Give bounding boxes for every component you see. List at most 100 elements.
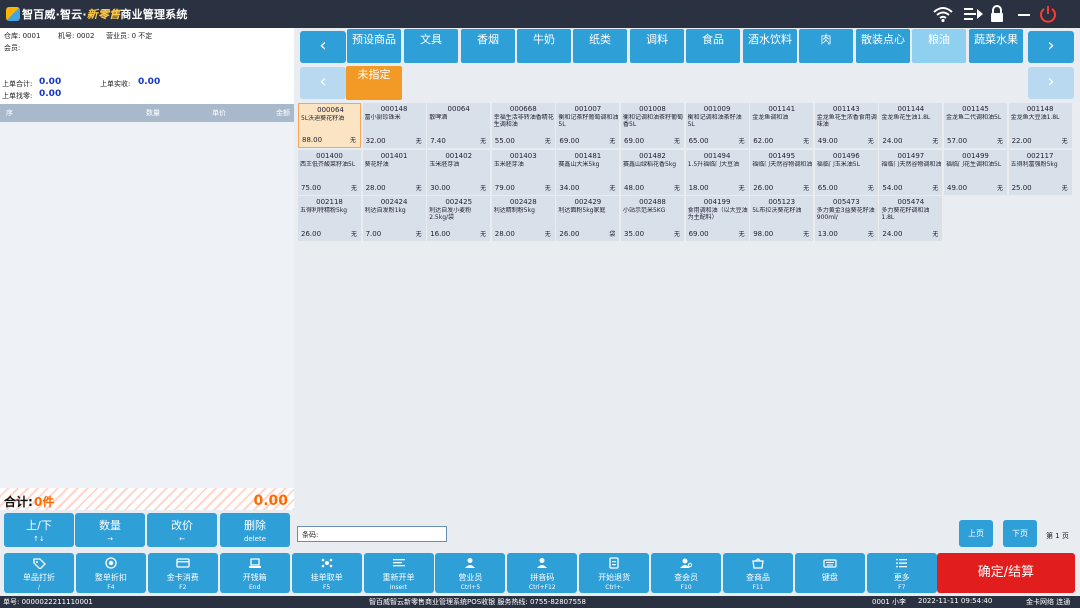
product-price: 35.00: [624, 230, 645, 238]
last-change-label: 上单找零:: [2, 92, 33, 100]
prev-page-button[interactable]: 上页: [959, 520, 993, 547]
function-button[interactable]: 开钱箱 End: [219, 553, 290, 593]
product-tile[interactable]: 002118 五得利特精粉5kg 26.00 无: [298, 196, 361, 241]
change-price-button[interactable]: 改价 ←: [147, 513, 217, 547]
category-tab[interactable]: 食品: [686, 29, 740, 63]
minimize-icon[interactable]: [1018, 5, 1030, 23]
function-button[interactable]: 更多 F7: [866, 553, 937, 593]
product-tile[interactable]: 001145 金龙鱼二代调和油5L 57.00 无: [944, 103, 1007, 148]
product-tile[interactable]: 001400 西王低芥酸菜籽油5L 75.00 无: [298, 149, 361, 195]
member-icon: [680, 558, 693, 568]
subcategory-prev-button[interactable]: ‹: [300, 67, 346, 99]
product-tile[interactable]: 001148 金龙鱼大豆油1.8L 22.00 无: [1008, 103, 1072, 148]
product-tile[interactable]: 001494 1.5升福临门大豆油 18.00 无: [685, 149, 749, 195]
move-up-down-button[interactable]: 上/下 ↑↓: [4, 513, 74, 547]
category-tab[interactable]: 蔬菜水果: [969, 29, 1023, 63]
member-label: 会员:: [4, 44, 21, 52]
product-tile[interactable]: 002425 利达自发小麦粉2.5kg/袋 16.00 无: [427, 196, 491, 241]
product-name: 1.5升福临门大豆油: [687, 160, 740, 168]
cart-list[interactable]: [0, 122, 294, 488]
product-tile[interactable]: 005123 5L布拉沃葵花籽油 98.00 无: [750, 196, 814, 241]
product-tile[interactable]: 001481 赛鑫山大米5kg 34.00 无: [556, 149, 620, 195]
function-button[interactable]: 键盘: [794, 553, 865, 593]
category-prev-button[interactable]: ‹: [300, 31, 346, 63]
product-tile[interactable]: 001497 福临门天然谷物调和油 54.00 无: [879, 149, 943, 195]
product-code: 00064: [447, 105, 470, 113]
company-hotline: 智百威智云新零售商业管理系统POS收银 服务热线: 0755-82807558: [369, 598, 586, 606]
function-button-label: 开始退货: [598, 573, 631, 582]
subcategory-tab-unassigned[interactable]: 未指定: [346, 66, 402, 100]
product-tile[interactable]: 004199 食用调和油（以大豆油为主配料） 69.00 无: [685, 196, 749, 241]
product-tile[interactable]: 001143 金龙鱼花生浓香食用调味油 49.00 无: [814, 103, 878, 148]
function-button[interactable]: 单品打折 /: [4, 553, 74, 593]
category-next-button[interactable]: ›: [1028, 31, 1074, 63]
product-tile[interactable]: 005474 多力葵花籽调和油1.8L 24.00 无: [879, 196, 943, 241]
product-tile[interactable]: 002488 小站示范米5KG 35.00 无: [621, 196, 684, 241]
lock-icon[interactable]: [990, 5, 1004, 23]
function-button[interactable]: 整单折扣 F4: [75, 553, 146, 593]
order-number: 单号: 0000022211110001: [3, 598, 93, 606]
product-tile[interactable]: 001482 赛鑫山绿稻花香5kg 48.00 无: [621, 149, 684, 195]
function-button[interactable]: 开始退货 Ctrl+-: [579, 553, 650, 593]
confirm-checkout-button[interactable]: 确定/结算: [937, 553, 1075, 593]
product-tile[interactable]: 002117 五得利富强粉5kg 25.00 无: [1008, 149, 1072, 195]
product-name: 衡和记调和油茶籽油5L: [687, 114, 742, 128]
product-name: 福临门天然谷物调和油: [752, 160, 813, 168]
datetime: 2022-11-11 09:54:40: [918, 597, 993, 605]
function-button[interactable]: 查会员 F10: [651, 553, 722, 593]
function-button[interactable]: 查商品 F11: [723, 553, 793, 593]
product-unit: 无: [1061, 184, 1068, 192]
product-tile[interactable]: 002429 利达面粉5kg家庭 26.00 袋: [556, 196, 620, 241]
product-tile[interactable]: 001141 金龙鱼调和油 62.00 无: [750, 103, 814, 148]
function-button[interactable]: 营业员 Ctrl+5: [435, 553, 506, 593]
category-tab[interactable]: 文具: [404, 29, 458, 63]
product-name: 葵花籽油: [364, 160, 389, 168]
category-tab[interactable]: 酒水饮料: [743, 29, 797, 63]
product-tile[interactable]: 002428 利达精制粉5kg 28.00 无: [491, 196, 555, 241]
product-name: 金龙鱼花生浓香食用调味油: [816, 114, 877, 128]
product-tile[interactable]: 001008 衡和记调和油茶籽葡萄香5L 69.00 无: [621, 103, 684, 148]
function-button[interactable]: 拼音码 Ctrl+F12: [507, 553, 578, 593]
product-tile[interactable]: 001007 衡和记茶籽葡萄调和油5L 69.00 无: [556, 103, 620, 148]
product-tile[interactable]: 000668 幸福生活非转油香精花生调和油 55.00 无: [491, 103, 555, 148]
product-tile[interactable]: 001402 玉米胚芽油 30.00 无: [427, 149, 491, 195]
product-code: 002488: [639, 198, 666, 206]
product-tile[interactable]: 00064 散啤酒 7.40 无: [427, 103, 491, 148]
category-tab[interactable]: 肉: [799, 29, 853, 63]
product-name: 利达自发小麦粉2.5kg/袋: [429, 207, 472, 221]
product-price: 48.00: [624, 183, 645, 192]
product-tile[interactable]: 005473 多力黄金3益葵花籽油900ml/13.00 无: [814, 196, 878, 241]
category-tab[interactable]: 调料: [630, 29, 684, 63]
category-tab[interactable]: 粮油: [912, 29, 966, 63]
next-page-button[interactable]: 下页: [1003, 520, 1037, 547]
function-button[interactable]: 重新开单 Insert: [363, 553, 434, 593]
product-tile[interactable]: 001144 金龙鱼花生油1.8L 24.00 无: [879, 103, 943, 148]
power-icon[interactable]: [1038, 5, 1058, 23]
product-tile[interactable]: 001009 衡和记调和油茶籽油5L 65.00 无: [685, 103, 749, 148]
category-tab[interactable]: 香烟: [461, 29, 515, 63]
product-tile[interactable]: 001495 福临门天然谷物调和油 26.00 无: [750, 149, 814, 195]
category-tab[interactable]: 牛奶: [517, 29, 571, 63]
product-tile[interactable]: 001403 玉米胚芽油 79.00 无: [491, 149, 555, 195]
product-unit: 无: [609, 138, 616, 145]
product-tile[interactable]: 001499 福临门花生调和油5L 49.00 无: [944, 149, 1007, 195]
category-tab[interactable]: 预设商品: [347, 29, 401, 63]
logout-icon[interactable]: [963, 5, 985, 23]
product-tile[interactable]: 001496 福临门玉米油5L 65.00 无: [814, 149, 878, 195]
category-tab[interactable]: 纸类: [573, 29, 627, 63]
function-button[interactable]: 挂单取单 F5: [291, 553, 362, 593]
product-code: 001007: [574, 105, 602, 113]
product-unit: 无: [867, 184, 874, 192]
subcategory-next-button[interactable]: ›: [1028, 67, 1074, 99]
product-tile[interactable]: 001401 葵花籽油 28.00 无: [362, 149, 426, 195]
product-tile[interactable]: 000064 5L沃迪葵花籽油 88.00 无: [298, 103, 361, 148]
category-tab[interactable]: 散装点心: [856, 29, 910, 63]
product-tile[interactable]: 000148 富小厨珍珠米 32.00 无: [362, 103, 426, 148]
function-button[interactable]: 金卡消费 F2: [147, 553, 218, 593]
product-price: 26.00: [753, 183, 774, 192]
barcode-input[interactable]: 条码:: [297, 526, 447, 542]
product-name: 西王低芥酸菜籽油5L: [300, 160, 356, 168]
quantity-button[interactable]: 数量 →: [75, 513, 145, 547]
delete-button[interactable]: 删除 delete: [220, 513, 290, 547]
product-tile[interactable]: 002424 利达自发粉1kg 7.00 无: [362, 196, 426, 241]
